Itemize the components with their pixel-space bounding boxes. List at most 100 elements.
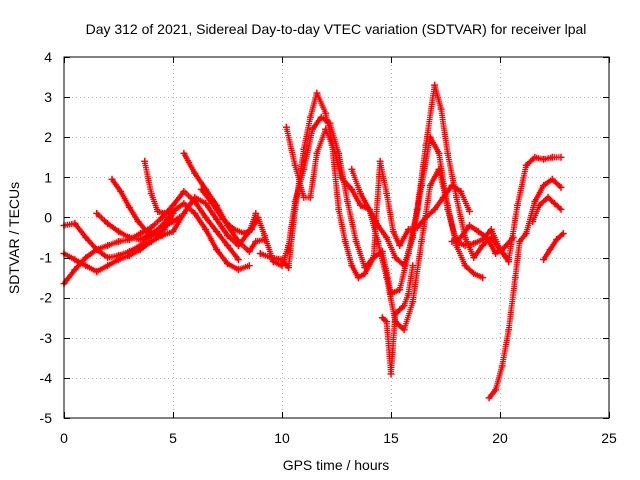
x-tick-label: 5 xyxy=(169,430,177,446)
series-track-11 xyxy=(282,123,473,282)
data-point xyxy=(448,181,456,189)
data-point xyxy=(154,207,162,215)
data-point xyxy=(431,205,439,213)
data-point xyxy=(224,232,231,239)
data-point xyxy=(374,222,382,229)
data-point xyxy=(357,201,364,209)
data-point xyxy=(328,141,336,149)
data-point xyxy=(93,209,101,217)
data-point xyxy=(409,298,417,306)
data-point xyxy=(352,238,360,245)
data-point xyxy=(354,274,362,282)
data-point xyxy=(479,274,487,282)
data-point xyxy=(313,89,321,97)
data-point xyxy=(219,215,227,223)
data-point xyxy=(241,230,249,237)
data-point xyxy=(365,205,373,213)
data-point xyxy=(104,254,112,262)
data-point xyxy=(376,157,384,165)
data-point xyxy=(335,205,343,213)
data-point xyxy=(306,113,314,121)
data-point xyxy=(197,185,205,193)
data-point xyxy=(248,226,255,233)
data-point xyxy=(169,228,177,235)
data-point xyxy=(470,254,478,262)
data-point xyxy=(500,244,508,251)
data-point xyxy=(343,197,351,205)
data-point xyxy=(470,240,478,247)
data-point xyxy=(531,153,539,161)
data-point xyxy=(479,242,487,249)
series-track-6 xyxy=(141,157,177,217)
data-point xyxy=(180,209,188,217)
data-point xyxy=(466,207,473,215)
data-point xyxy=(213,215,221,223)
data-point xyxy=(208,199,216,207)
data-point xyxy=(437,105,445,113)
data-point xyxy=(224,260,231,268)
data-point xyxy=(540,181,548,189)
y-tick-label: -3 xyxy=(40,330,53,346)
data-point xyxy=(282,123,290,131)
data-point xyxy=(426,181,434,189)
data-point xyxy=(160,226,168,233)
series-track-17 xyxy=(540,230,567,264)
data-point xyxy=(191,169,199,177)
data-point xyxy=(418,238,425,245)
data-point xyxy=(82,234,90,241)
data-point xyxy=(474,228,482,235)
data-point xyxy=(461,242,469,249)
data-point xyxy=(396,286,404,294)
data-point xyxy=(551,199,558,207)
y-tick-label: -5 xyxy=(40,410,53,426)
data-point xyxy=(306,193,314,201)
data-point xyxy=(396,242,404,249)
data-point xyxy=(483,234,491,241)
data-point xyxy=(147,224,155,231)
data-point xyxy=(125,234,133,241)
y-tick-label: 3 xyxy=(44,89,52,105)
data-point xyxy=(147,238,155,245)
data-point xyxy=(348,165,356,173)
data-point xyxy=(143,228,151,235)
data-point xyxy=(557,153,565,161)
data-point xyxy=(516,238,524,245)
data-point xyxy=(559,230,567,237)
data-point xyxy=(400,302,408,310)
data-point xyxy=(387,370,395,378)
y-axis-label: SDTVAR / TECUs xyxy=(6,182,22,294)
data-point xyxy=(191,197,199,205)
x-tick-label: 10 xyxy=(274,430,290,446)
data-point xyxy=(93,246,101,253)
data-point xyxy=(529,218,537,225)
data-point xyxy=(160,209,168,217)
data-point xyxy=(448,238,456,245)
data-point xyxy=(522,161,530,169)
data-point xyxy=(452,193,460,201)
data-point xyxy=(383,274,391,282)
data-point xyxy=(115,238,122,245)
data-point xyxy=(291,161,299,169)
data-point xyxy=(522,230,530,237)
data-point xyxy=(252,209,260,217)
data-point xyxy=(513,201,521,209)
data-point xyxy=(136,236,144,243)
data-point xyxy=(213,246,221,253)
series-track-16 xyxy=(529,193,565,225)
data-point xyxy=(176,213,183,221)
x-axis-label: GPS time / hours xyxy=(283,457,390,473)
data-point xyxy=(426,133,434,141)
data-point xyxy=(180,187,188,195)
data-point xyxy=(337,173,345,181)
data-point xyxy=(531,197,539,205)
data-point xyxy=(230,226,238,233)
data-point xyxy=(383,189,391,197)
data-point xyxy=(498,362,506,370)
data-point xyxy=(422,213,430,221)
data-point xyxy=(557,183,565,191)
data-point xyxy=(136,230,144,237)
data-point xyxy=(104,220,112,227)
data-point xyxy=(435,149,443,157)
data-point xyxy=(400,262,408,270)
data-point xyxy=(117,187,125,195)
